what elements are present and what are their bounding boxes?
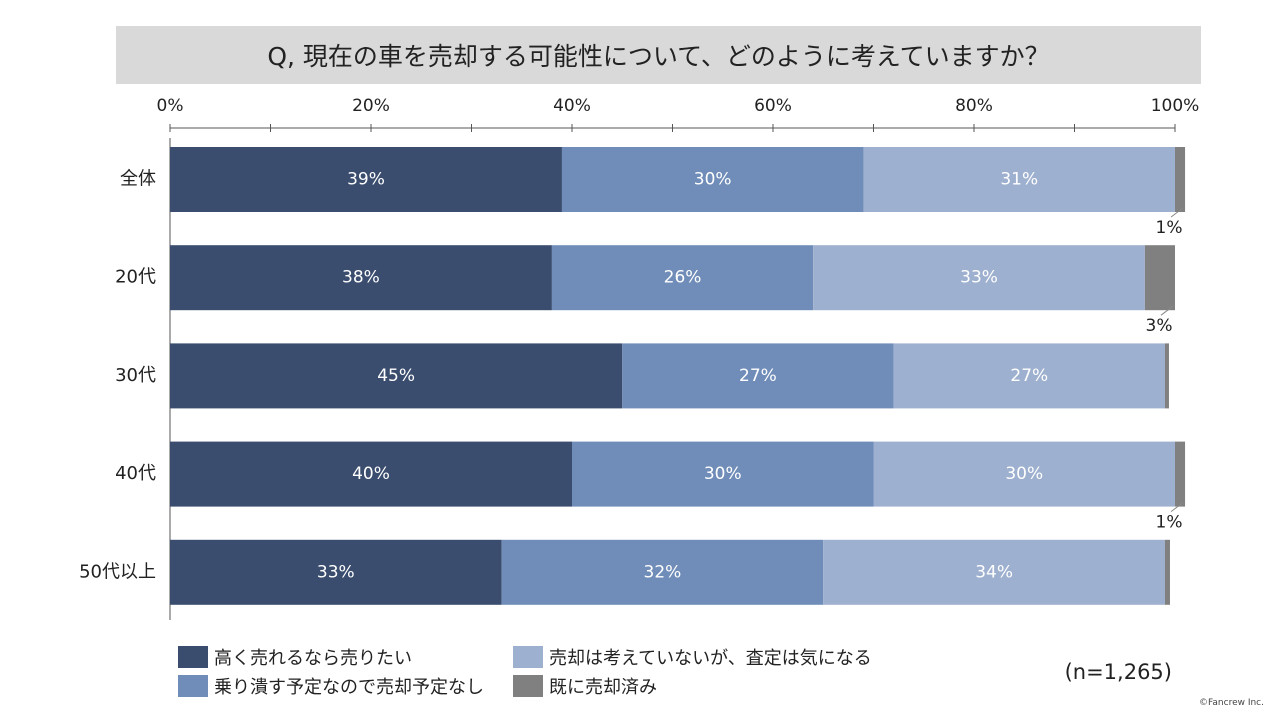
data-label: 30% — [704, 464, 742, 484]
legend-item-4: 既に売却済み — [513, 674, 913, 698]
copyright: ©Fancrew Inc. — [1199, 698, 1264, 708]
legend-swatch — [178, 645, 208, 668]
bar-segment — [170, 539, 502, 605]
leader-line — [1170, 502, 1184, 513]
legend-item-3: 売却は考えていないが、査定は気になる — [513, 645, 913, 669]
data-label: 30% — [1005, 464, 1043, 484]
x-tick-label: 60% — [754, 96, 792, 116]
data-label: 33% — [317, 562, 355, 582]
legend-label: 売却は考えていないが、査定は気になる — [549, 647, 872, 669]
legend-item-1: 高く売れるなら売りたい — [178, 645, 513, 669]
legend-item-2: 乗り潰す予定なので売却予定なし — [178, 674, 513, 698]
category-label: 30代 — [115, 365, 156, 386]
bar-segment — [1175, 441, 1186, 507]
data-label: 1% — [1156, 513, 1183, 533]
legend-swatch — [178, 674, 208, 697]
data-label: 1% — [1156, 218, 1183, 238]
data-label: 26% — [664, 268, 702, 288]
data-label: 3% — [1146, 316, 1173, 336]
bar-segment — [561, 147, 864, 212]
category-label: 全体 — [120, 169, 156, 190]
bar-segment — [823, 539, 1165, 605]
x-tick-label: 100% — [1151, 96, 1200, 116]
legend-label: 高く売れるなら売りたい — [214, 647, 412, 669]
bar-segment — [170, 343, 623, 409]
data-label: 33% — [960, 268, 998, 288]
leader-line — [1170, 207, 1184, 218]
data-label: 27% — [739, 366, 777, 386]
category-label: 20代 — [115, 267, 156, 288]
bar-segment — [1164, 539, 1170, 605]
x-tick-label: 80% — [955, 96, 993, 116]
bar-segment — [170, 441, 572, 507]
category-label: 40代 — [115, 463, 156, 484]
leader-line — [1160, 305, 1174, 316]
bar-segment — [170, 147, 562, 212]
data-label: 27% — [1010, 366, 1048, 386]
chart-legend: 高く売れるなら売りたい 売却は考えていないが、査定は気になる 乗り潰す予定なので… — [178, 645, 918, 698]
bar-segment — [170, 245, 552, 311]
bar-segment — [501, 539, 824, 605]
data-label: 30% — [694, 170, 732, 190]
bar-segment — [873, 441, 1175, 507]
x-tick-label: 20% — [352, 96, 390, 116]
x-tick-label: 40% — [553, 96, 591, 116]
bar-segment — [572, 441, 874, 507]
bar-segment — [893, 343, 1165, 409]
bar-segment — [813, 245, 1145, 311]
legend-label: 乗り潰す予定なので売却予定なし — [214, 676, 484, 698]
bar-segment — [1164, 343, 1169, 409]
data-label: 39% — [347, 170, 385, 190]
legend-swatch — [513, 645, 543, 668]
sample-size: (n=1,265) — [1064, 660, 1172, 684]
legend-swatch — [513, 674, 543, 697]
chart-title-bar: Q, 現在の車を売却する可能性について、どのように考えていますか？ — [116, 26, 1201, 84]
data-label: 32% — [644, 562, 682, 582]
x-tick-label: 0% — [157, 96, 184, 116]
chart-title: Q, 現在の車を売却する可能性について、どのように考えていますか？ — [267, 42, 1050, 71]
bar-segment — [622, 343, 894, 409]
data-label: 31% — [1000, 170, 1038, 190]
bar-segment — [863, 147, 1175, 212]
bar-segment — [1144, 245, 1175, 311]
data-label: 34% — [975, 562, 1013, 582]
category-label: 50代以上 — [79, 561, 156, 582]
bar-segment — [551, 245, 814, 311]
data-label: 40% — [352, 464, 390, 484]
data-label: 38% — [342, 268, 380, 288]
data-label: 45% — [377, 366, 415, 386]
bar-segment — [1175, 147, 1186, 212]
legend-label: 既に売却済み — [549, 676, 657, 698]
